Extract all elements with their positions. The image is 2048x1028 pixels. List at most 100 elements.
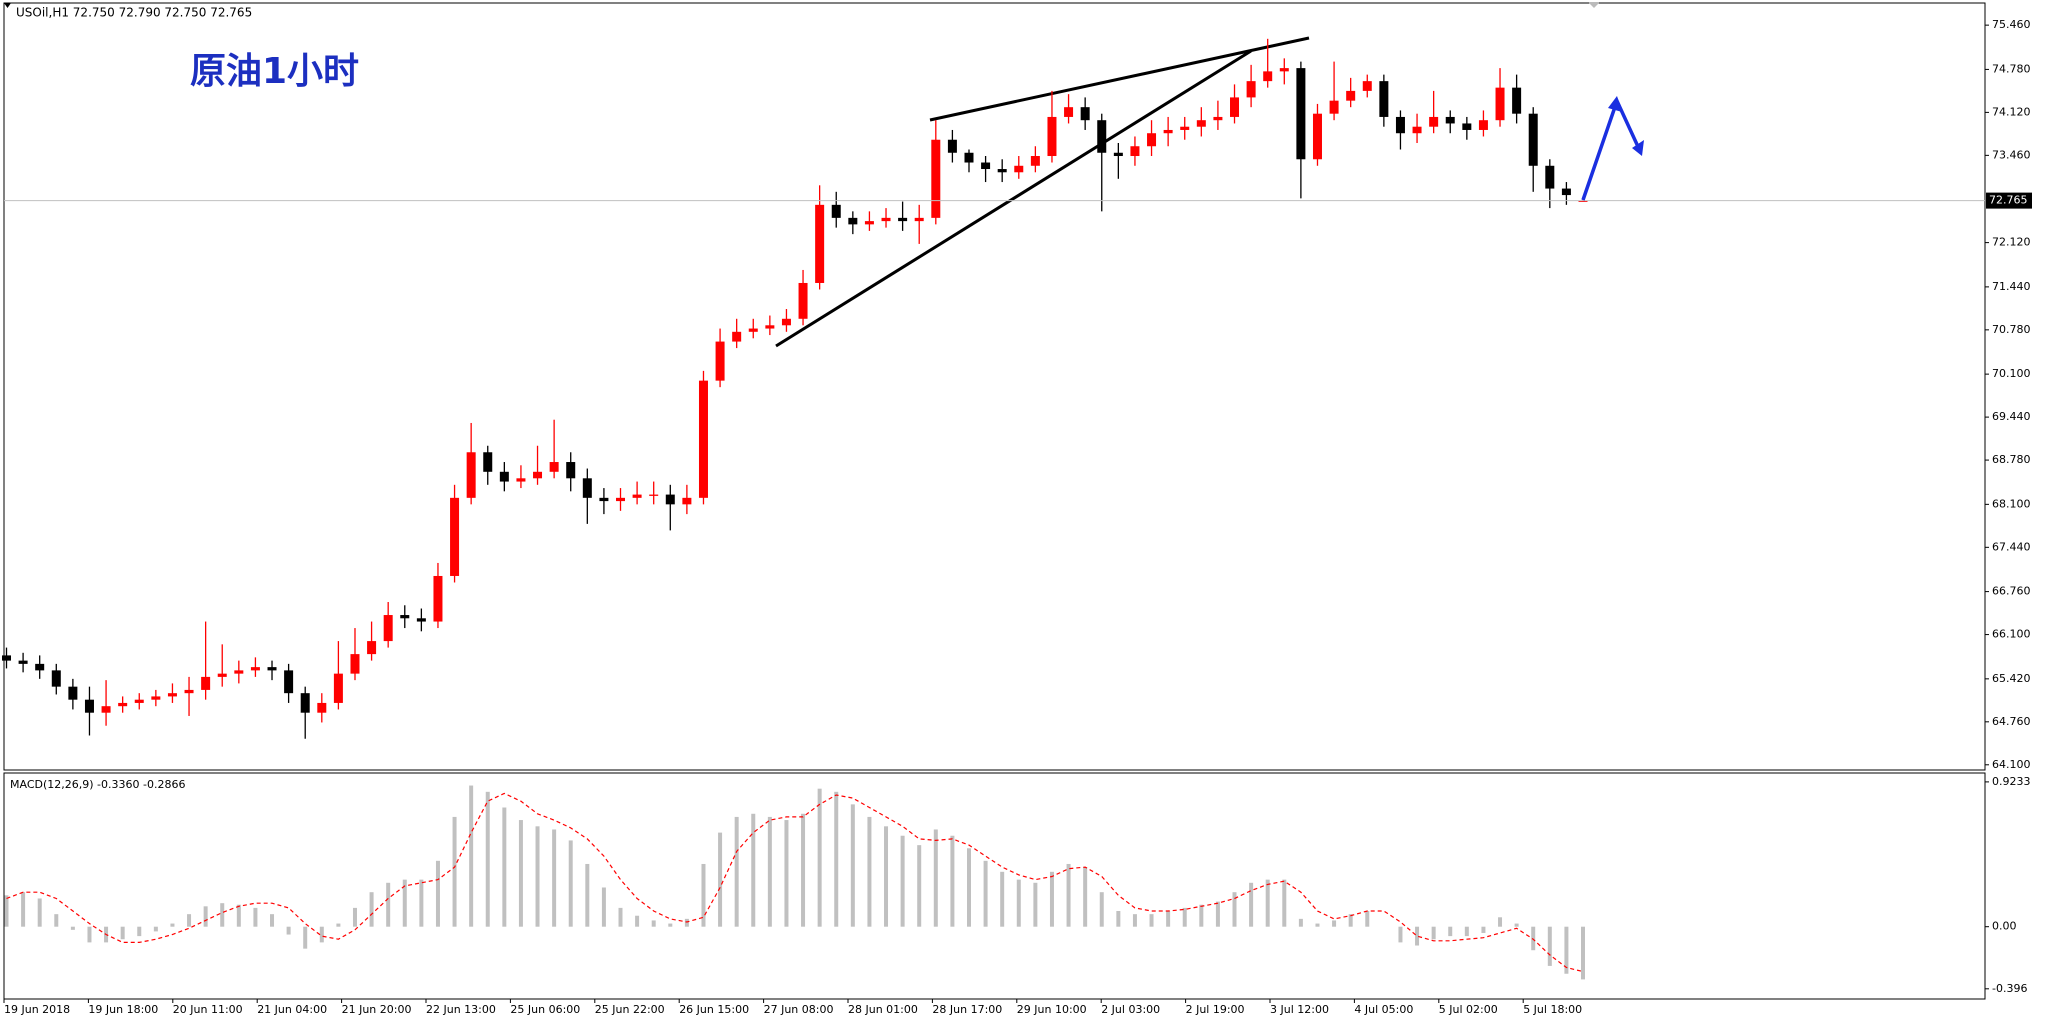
candle-body xyxy=(499,471,509,482)
macd-bar xyxy=(1049,871,1054,927)
candle-body xyxy=(616,497,626,502)
candle-body xyxy=(466,452,476,498)
macd-bar xyxy=(120,926,125,940)
candle-body xyxy=(1296,68,1306,160)
candle-body xyxy=(1545,165,1555,189)
y-tick-label: -0.396 xyxy=(1992,982,2027,995)
candle-body xyxy=(1047,116,1057,157)
x-tick-label: 3 Jul 12:00 xyxy=(1270,1003,1329,1016)
macd-bar xyxy=(21,892,26,927)
candle-body xyxy=(698,380,708,498)
macd-bar xyxy=(867,816,872,927)
candle-body xyxy=(582,478,592,498)
macd-bar xyxy=(1481,926,1486,933)
candle-body xyxy=(333,673,343,703)
candle-body xyxy=(665,494,675,505)
candle-body xyxy=(234,670,244,674)
x-tick-label: 2 Jul 19:00 xyxy=(1186,1003,1245,1016)
macd-bar xyxy=(1298,918,1303,927)
x-tick-label: 2 Jul 03:00 xyxy=(1101,1003,1160,1016)
macd-bar xyxy=(850,804,855,927)
y-tick-label: 69.440 xyxy=(1992,410,2031,423)
macd-bar xyxy=(352,907,357,927)
candle-body xyxy=(682,497,692,505)
macd-bar xyxy=(220,903,225,927)
candle-body xyxy=(1362,81,1372,91)
x-tick-label: 5 Jul 02:00 xyxy=(1439,1003,1498,1016)
candle-body xyxy=(167,693,177,697)
candle-body xyxy=(798,282,808,319)
candle-body xyxy=(68,686,78,700)
candle-body xyxy=(1279,68,1289,72)
x-tick-label: 21 Jun 04:00 xyxy=(257,1003,327,1016)
macd-bar xyxy=(1315,923,1320,927)
candle-body xyxy=(533,471,543,479)
trend-line xyxy=(775,49,1252,348)
macd-bar xyxy=(1149,914,1154,927)
macd-bar xyxy=(601,887,606,927)
macd-bar xyxy=(54,914,59,927)
candle-body xyxy=(134,699,144,703)
macd-bar xyxy=(900,835,905,927)
candle-body xyxy=(250,667,260,671)
macd-bar xyxy=(1099,892,1104,927)
macd-bar xyxy=(286,926,291,935)
candle-body xyxy=(815,204,825,283)
candle-body xyxy=(416,618,426,622)
macd-bar xyxy=(1066,863,1071,927)
macd-bar xyxy=(718,832,723,927)
macd-bar xyxy=(203,906,208,927)
candle-body xyxy=(201,676,211,690)
candle-body xyxy=(267,667,277,671)
macd-bar xyxy=(767,816,772,927)
macd-bar xyxy=(933,829,938,927)
x-tick-label: 27 Jun 08:00 xyxy=(764,1003,834,1016)
candle-body xyxy=(1395,116,1405,134)
x-tick-label: 5 Jul 18:00 xyxy=(1523,1003,1582,1016)
x-tick-label: 21 Jun 20:00 xyxy=(342,1003,412,1016)
candle-body xyxy=(848,217,858,225)
macd-bar xyxy=(751,813,756,927)
candle-body xyxy=(35,663,45,671)
candle-body xyxy=(1147,133,1157,147)
candle-body xyxy=(566,462,576,479)
macd-bar xyxy=(452,816,457,927)
macd-bar xyxy=(386,882,391,927)
macd-bar xyxy=(70,926,75,930)
current-price-label: 72.765 xyxy=(1989,194,2028,207)
candle-body xyxy=(1346,90,1356,101)
macd-bar xyxy=(966,848,971,927)
candle-body xyxy=(1163,129,1173,134)
y-tick-label: 0.9233 xyxy=(1992,775,2031,788)
candle-body xyxy=(1462,123,1472,130)
candle-body xyxy=(947,139,957,153)
candle-body xyxy=(1263,71,1273,82)
candle-body xyxy=(1379,81,1389,117)
price-panel xyxy=(3,2,1986,771)
candle-body xyxy=(300,693,310,713)
macd-bar xyxy=(1547,926,1552,966)
candle-body xyxy=(400,615,410,619)
signal-line xyxy=(6,792,1584,973)
macd-bar xyxy=(1132,914,1137,927)
candle-body xyxy=(715,341,725,381)
candle-body xyxy=(51,670,61,687)
macd-bar xyxy=(1265,879,1270,927)
y-tick-label: 68.100 xyxy=(1992,497,2031,510)
candle-body xyxy=(1014,165,1024,173)
candle-body xyxy=(765,325,775,329)
forecast-arrow xyxy=(1581,96,1642,201)
candle-body xyxy=(549,462,559,472)
macd-bar xyxy=(369,892,374,927)
x-tick-label: 4 Jul 05:00 xyxy=(1354,1003,1413,1016)
macd-bar xyxy=(1016,879,1021,927)
macd-bar xyxy=(1365,911,1370,927)
candle-body xyxy=(1246,81,1256,98)
candle-body xyxy=(599,497,609,502)
y-tick-label: 74.780 xyxy=(1992,62,2031,75)
macd-bar xyxy=(253,907,258,927)
candle-body xyxy=(1196,120,1206,127)
macd-bar xyxy=(153,926,158,932)
